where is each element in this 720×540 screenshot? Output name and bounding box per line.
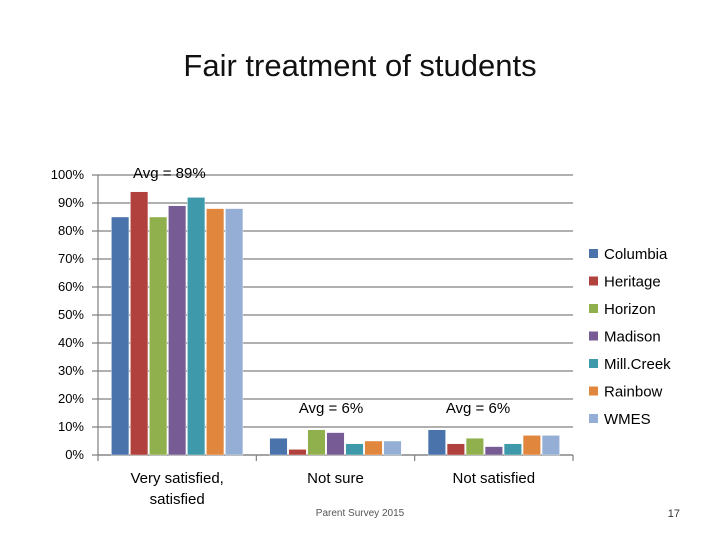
bar-wmes-2 <box>541 435 560 456</box>
average-annotation: Avg = 6% <box>446 400 510 417</box>
bar-horizon-2 <box>465 438 484 456</box>
legend-swatch <box>589 331 598 341</box>
y-tick-label: 40% <box>58 335 84 350</box>
legend-swatch <box>589 249 598 258</box>
legend-label: Horizon <box>604 301 656 318</box>
bar-mill-creek-2 <box>503 443 522 456</box>
x-category-label: Not satisfied <box>453 470 536 487</box>
legend-swatch <box>589 359 598 368</box>
slide-title: Fair treatment of students <box>183 48 537 83</box>
y-tick-label: 90% <box>58 195 84 210</box>
x-category-label: satisfied <box>150 491 205 508</box>
y-tick-label: 80% <box>58 223 84 238</box>
legend-swatch <box>589 304 598 313</box>
bar-columbia-0 <box>111 216 130 456</box>
legend-label: Madison <box>604 329 661 346</box>
legend-label: WMES <box>604 411 651 428</box>
bar-rainbow-1 <box>364 440 383 456</box>
bar-horizon-0 <box>149 216 168 456</box>
legend-label: Heritage <box>604 274 661 291</box>
x-category-label: Very satisfied, <box>130 470 223 487</box>
y-tick-label: 70% <box>58 251 84 266</box>
y-tick-label: 10% <box>58 419 84 434</box>
average-annotation: Avg = 89% <box>133 165 206 182</box>
y-tick-label: 20% <box>58 391 84 406</box>
y-tick-label: 30% <box>58 363 84 378</box>
legend-swatch <box>589 414 598 423</box>
bar-heritage-1 <box>288 449 307 456</box>
legend-label: Mill.Creek <box>604 356 671 373</box>
legend-swatch <box>589 386 598 396</box>
legend-label: Rainbow <box>604 384 663 401</box>
x-category-label: Not sure <box>307 470 364 487</box>
bar-columbia-1 <box>269 438 288 456</box>
y-tick-label: 100% <box>51 167 85 182</box>
bar-madison-0 <box>168 205 187 456</box>
legend-label: Columbia <box>604 246 668 263</box>
bar-madison-2 <box>484 446 503 456</box>
legend-swatch <box>589 276 598 286</box>
bar-horizon-1 <box>307 429 326 456</box>
y-tick-label: 50% <box>58 307 84 322</box>
y-tick-label: 60% <box>58 279 84 294</box>
bar-mill-creek-1 <box>345 443 364 456</box>
bar-mill-creek-0 <box>187 197 206 456</box>
bar-rainbow-0 <box>206 208 225 456</box>
y-tick-label: 0% <box>65 447 84 462</box>
average-annotation: Avg = 6% <box>299 400 363 417</box>
bar-heritage-0 <box>130 191 149 456</box>
bar-wmes-1 <box>383 440 402 456</box>
bar-columbia-2 <box>427 429 446 456</box>
bar-rainbow-2 <box>522 435 541 456</box>
bar-madison-1 <box>326 432 345 456</box>
bar-heritage-2 <box>446 443 465 456</box>
page-number: 17 <box>667 508 680 520</box>
bar-wmes-0 <box>225 208 244 456</box>
footer-text: Parent Survey 2015 <box>315 508 405 519</box>
